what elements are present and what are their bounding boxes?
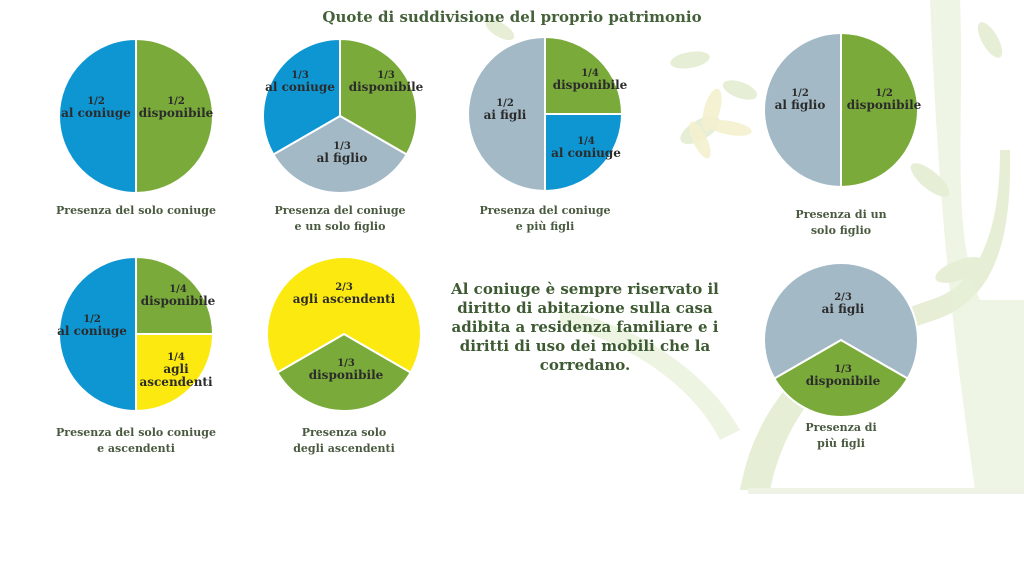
caption-line: degli ascendenti	[293, 442, 395, 455]
slice-label: 1/2 disponibile	[847, 88, 922, 112]
pie-slice-disponibile	[840, 31, 919, 189]
pie-slice-al-coniuge	[262, 37, 341, 156]
slice-label: 1/4 agli ascendenti	[139, 352, 212, 389]
pie-slice-agli-ascendenti	[266, 256, 422, 374]
slice-label: 1/3 disponibile	[806, 364, 881, 388]
caption-line: e più figli	[515, 220, 575, 233]
caption-line: Presenza solo	[301, 426, 387, 439]
pie-slice-ai-figli	[763, 262, 919, 380]
pie-slice-ai-figli	[467, 35, 546, 193]
pie-chart-1: 1/2 disponibile 1/2 al coniuge	[58, 37, 214, 195]
pie-chart-4: 1/2 disponibile 1/2 al figlio	[763, 31, 922, 189]
slice-label: 1/2 disponibile	[139, 96, 214, 120]
pie-caption-1: Presenza del solo coniuge	[36, 203, 236, 219]
pie-slice-al-coniuge	[544, 113, 624, 193]
caption-line: e ascendenti	[97, 442, 175, 455]
pie-slice-disponibile	[339, 37, 418, 156]
pie-slice-al-coniuge	[58, 37, 137, 195]
caption-line: Presenza del coniuge	[479, 204, 611, 217]
caption-line: più figli	[817, 437, 865, 450]
slice-label: 1/2 al coniuge	[57, 314, 127, 338]
pie-chart-5: 1/4 disponibile 1/4 agli ascendenti 1/2 al con…	[57, 255, 216, 413]
slice-label: 1/4 al coniuge	[551, 136, 621, 160]
slice-label: 1/3 al coniuge	[265, 70, 335, 94]
pie-caption-3: Presenza del coniuge e più figli	[445, 203, 645, 235]
slice-label: 1/4 disponibile	[141, 284, 216, 308]
pie-slice-agli-ascendenti	[135, 333, 215, 413]
pie-slice-disponibile	[135, 255, 215, 335]
caption-line: Presenza del solo coniuge	[56, 426, 216, 439]
pie-slice-al-figlio	[271, 114, 409, 194]
slice-label: 1/2 al figlio	[775, 88, 826, 112]
slice-label: 1/3 disponibile	[309, 358, 384, 382]
caption-line: Presenza del coniuge	[274, 204, 406, 217]
caption-line: Presenza del solo coniuge	[56, 204, 216, 217]
pie-slice-al-coniuge	[58, 255, 137, 413]
pie-slice-disponibile	[772, 338, 910, 418]
pie-chart-6: 1/3 disponibile 2/3 agli ascendenti	[266, 256, 422, 412]
caption-line: Presenza di	[805, 421, 877, 434]
pie-chart-3: 1/4 disponibile 1/4 al coniuge 1/2 ai figli	[467, 35, 628, 193]
slice-label: 1/2 al coniuge	[61, 96, 131, 120]
pie-slice-disponibile	[135, 37, 214, 195]
page-title: Quote di suddivisione del proprio patrim…	[322, 8, 702, 26]
pie-slice-al-figlio	[763, 31, 842, 189]
caption-line: e un solo figlio	[294, 220, 386, 233]
slice-label: 2/3 ai figli	[822, 292, 865, 316]
pie-caption-2: Presenza del coniuge e un solo figlio	[240, 203, 440, 235]
slice-label: 1/3 disponibile	[349, 70, 424, 94]
caption-line: solo figlio	[810, 224, 872, 237]
slice-label: 2/3 agli ascendenti	[293, 282, 396, 306]
caption-line: Presenza di un	[795, 208, 887, 221]
pie-caption-4: Presenza di un solo figlio	[741, 207, 941, 239]
pie-caption-5: Presenza del solo coniuge e ascendenti	[36, 425, 236, 457]
slice-label: 1/3 al figlio	[317, 141, 368, 165]
slice-label: 1/4 disponibile	[553, 68, 628, 92]
pie-caption-6: Presenza solo degli ascendenti	[244, 425, 444, 457]
pie-chart-2: 1/3 disponibile 1/3 al figlio 1/3 al coniuge	[262, 37, 424, 194]
slice-label: 1/2 ai figli	[484, 98, 527, 122]
pie-slice-disponibile	[275, 332, 413, 412]
pie-chart-7: 1/3 disponibile 2/3 ai figli	[763, 262, 919, 418]
pie-caption-7: Presenza di più figli	[741, 420, 941, 452]
spouse-rights-note: Al coniuge è sempre riservato il diritto…	[451, 280, 719, 374]
pie-slice-disponibile	[544, 35, 624, 115]
